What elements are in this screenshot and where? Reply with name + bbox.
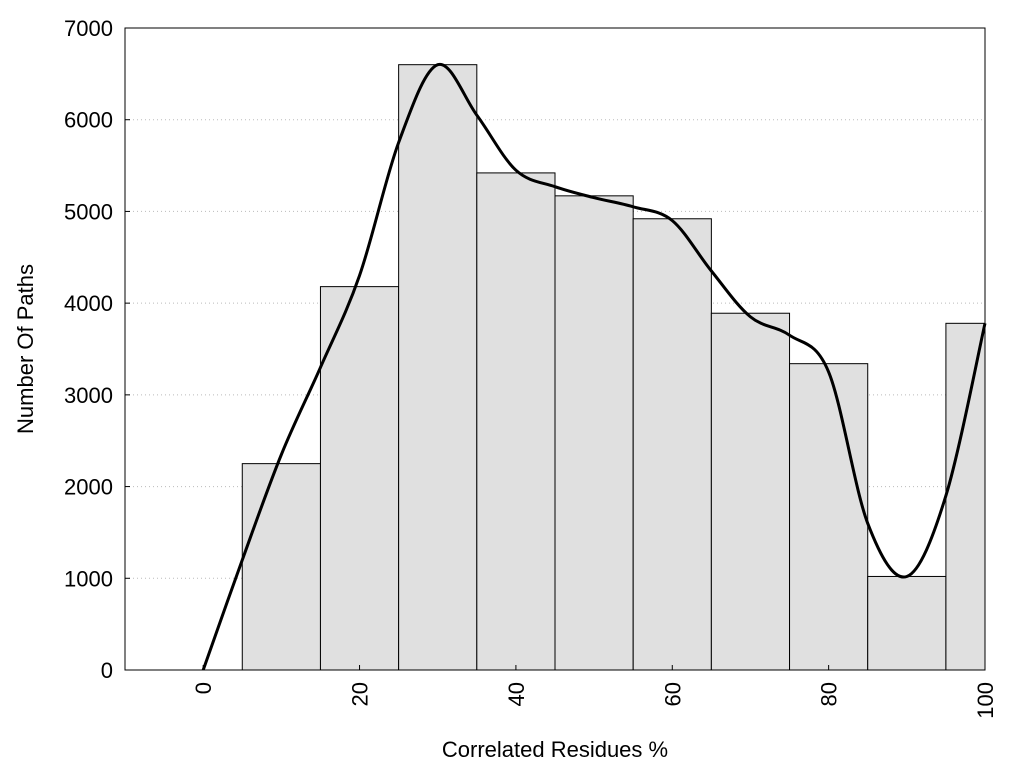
histogram-bar [632, 218, 712, 671]
histogram-bar [398, 64, 478, 671]
density-curve [201, 63, 987, 671]
histogram-bar [789, 363, 869, 671]
bars [241, 64, 986, 671]
x-tick-label: 80 [817, 682, 842, 706]
histogram-bar [945, 322, 986, 671]
y-tick-label: 4000 [64, 291, 113, 316]
y-tick-label: 5000 [64, 199, 113, 224]
y-tick-label: 7000 [64, 16, 113, 41]
density-curve-line [201, 63, 987, 671]
y-axis-label: Number Of Paths [13, 264, 38, 434]
x-tick-label: 100 [973, 682, 998, 719]
x-axis-label: Correlated Residues % [442, 737, 668, 762]
x-tick-label: 40 [504, 682, 529, 706]
histogram-bar [710, 312, 791, 671]
histogram-bar [867, 575, 947, 671]
histogram-bar [241, 463, 321, 671]
y-tick-label: 3000 [64, 383, 113, 408]
plot-frame [124, 27, 986, 671]
y-axis-ticks: 0 1000 2000 3000 4000 5000 6000 7000 [64, 16, 130, 683]
histogram-bar [554, 195, 634, 671]
y-tick-label: 6000 [64, 108, 113, 133]
x-tick-label: 20 [348, 682, 373, 706]
y-tick-label: 1000 [64, 566, 113, 591]
x-tick-label: 0 [191, 682, 216, 694]
y-tick-label: 2000 [64, 475, 113, 500]
x-axis-ticks: 0 20 40 60 80 100 [191, 665, 998, 719]
y-tick-label: 0 [101, 658, 113, 683]
histogram-bar [476, 172, 556, 671]
x-tick-label: 60 [660, 682, 685, 706]
